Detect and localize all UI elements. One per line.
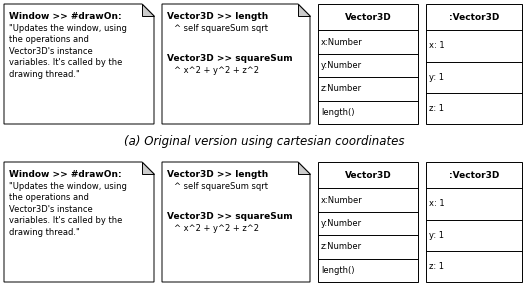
Text: "Updates the window, using
the operations and
Vector3D's instance
variables. It': "Updates the window, using the operation… <box>9 182 127 237</box>
Polygon shape <box>142 162 154 174</box>
Polygon shape <box>298 4 310 16</box>
Text: x:Number: x:Number <box>321 38 363 46</box>
Text: y: 1: y: 1 <box>429 73 444 82</box>
Text: length(): length() <box>321 108 354 117</box>
Text: Vector3D: Vector3D <box>345 171 391 180</box>
Text: z:Number: z:Number <box>321 242 362 251</box>
Polygon shape <box>4 162 154 282</box>
Polygon shape <box>4 4 154 124</box>
Text: Vector3D >> squareSum: Vector3D >> squareSum <box>167 54 293 63</box>
Text: x: 1: x: 1 <box>429 200 445 208</box>
Bar <box>318 4 418 124</box>
Text: Vector3D >> squareSum: Vector3D >> squareSum <box>167 212 293 221</box>
Polygon shape <box>298 162 310 174</box>
Polygon shape <box>162 4 310 124</box>
Text: Vector3D >> length: Vector3D >> length <box>167 12 268 21</box>
Text: y:Number: y:Number <box>321 219 362 228</box>
Polygon shape <box>142 4 154 16</box>
Text: ^ x^2 + y^2 + z^2: ^ x^2 + y^2 + z^2 <box>174 224 259 233</box>
Text: z:Number: z:Number <box>321 84 362 94</box>
Text: ^ self squareSum sqrt: ^ self squareSum sqrt <box>174 182 268 191</box>
Text: x: 1: x: 1 <box>429 41 445 51</box>
Bar <box>426 4 522 124</box>
Text: ^ self squareSum sqrt: ^ self squareSum sqrt <box>174 24 268 33</box>
Text: Window >> #drawOn:: Window >> #drawOn: <box>9 170 121 179</box>
Text: Window >> #drawOn:: Window >> #drawOn: <box>9 12 121 21</box>
Text: ^ x^2 + y^2 + z^2: ^ x^2 + y^2 + z^2 <box>174 66 259 75</box>
Polygon shape <box>162 162 310 282</box>
Text: (a) Original version using cartesian coordinates: (a) Original version using cartesian coo… <box>124 136 404 149</box>
Text: "Updates the window, using
the operations and
Vector3D's instance
variables. It': "Updates the window, using the operation… <box>9 24 127 79</box>
Text: Vector3D >> length: Vector3D >> length <box>167 170 268 179</box>
Bar <box>318 162 418 282</box>
Text: z: 1: z: 1 <box>429 262 444 271</box>
Text: z: 1: z: 1 <box>429 104 444 113</box>
Text: :Vector3D: :Vector3D <box>449 13 499 22</box>
Text: x:Number: x:Number <box>321 196 363 205</box>
Text: length(): length() <box>321 266 354 275</box>
Text: Vector3D: Vector3D <box>345 13 391 22</box>
Text: y: 1: y: 1 <box>429 231 444 240</box>
Text: y:Number: y:Number <box>321 61 362 70</box>
Text: :Vector3D: :Vector3D <box>449 171 499 180</box>
Bar <box>426 162 522 282</box>
